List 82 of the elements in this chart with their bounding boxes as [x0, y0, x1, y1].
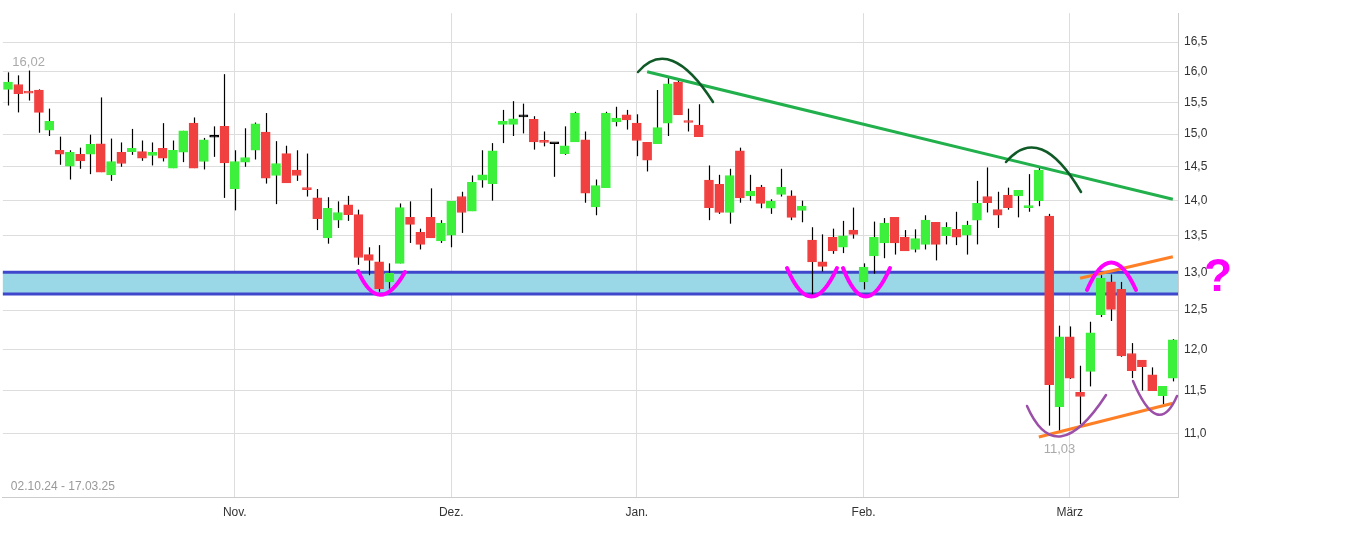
candlestick	[65, 149, 75, 181]
candlestick	[209, 125, 219, 158]
candlestick	[147, 141, 158, 167]
annotation: 11,03	[1043, 440, 1076, 456]
x-tick-label: März	[1056, 504, 1084, 519]
candlestick	[879, 217, 890, 259]
y-tick-label: 14,0	[1184, 192, 1208, 207]
candlestick	[869, 220, 879, 275]
y-tick-label: 14,5	[1184, 159, 1208, 174]
candlestick	[302, 152, 312, 198]
candlestick	[1075, 365, 1085, 425]
y-tick-label: 13,5	[1184, 228, 1208, 243]
candlestick	[652, 89, 663, 145]
candlestick	[982, 166, 993, 214]
annotation: 16,02	[12, 53, 45, 69]
candlestick	[106, 137, 116, 182]
candlestick	[755, 184, 766, 209]
candlestick	[807, 226, 817, 296]
candlestick	[776, 168, 786, 198]
candlestick	[3, 71, 13, 107]
candlestick	[126, 128, 137, 156]
candlestick	[838, 220, 848, 254]
candlestick	[920, 214, 931, 251]
candlestick	[54, 136, 65, 166]
candlestick	[34, 88, 44, 134]
x-tick-label: Jan.	[625, 504, 649, 519]
candlestick	[178, 130, 189, 163]
candlestick	[549, 141, 560, 178]
candlestick	[137, 139, 147, 162]
candlestick	[786, 189, 797, 221]
candlestick	[992, 191, 1003, 229]
candlestick	[456, 191, 467, 234]
candlestick	[1137, 359, 1147, 392]
candlestick	[436, 219, 446, 244]
y-tick-label: 12,0	[1184, 341, 1208, 356]
candlestick	[683, 108, 694, 133]
candlestick	[827, 228, 838, 255]
y-tick-label: 11,0	[1184, 425, 1207, 440]
candlestick	[528, 115, 539, 151]
candlestick	[951, 211, 962, 246]
candlestick	[405, 200, 415, 244]
x-tick-label: Dez.	[438, 504, 464, 519]
candlestick	[44, 108, 55, 137]
y-tick-label: 16,0	[1184, 64, 1208, 79]
candlestick	[848, 206, 859, 240]
candlestick	[1013, 189, 1024, 218]
candlestick	[271, 140, 281, 205]
candlestick	[693, 103, 704, 138]
candlestick	[168, 139, 178, 169]
candlestick	[910, 228, 920, 253]
candlestick	[745, 174, 756, 202]
candlestick	[631, 113, 642, 157]
candlestick	[642, 141, 652, 173]
candlestick	[199, 137, 209, 171]
candlestick	[508, 100, 518, 137]
candlestick	[796, 200, 807, 223]
annotation: 02.10.24 - 17.03.25	[10, 479, 116, 494]
candlestick	[518, 103, 529, 135]
candlestick	[930, 221, 941, 262]
candlestick	[240, 127, 250, 168]
candlestick	[333, 200, 343, 229]
candlestick	[312, 188, 323, 231]
candlestick	[1003, 187, 1013, 211]
y-tick-label: 12,5	[1184, 302, 1208, 317]
candlestick	[961, 220, 972, 256]
x-tick-label: Feb.	[851, 504, 876, 519]
y-tick-label: 11,5	[1184, 382, 1207, 397]
candlestick	[590, 178, 601, 216]
x-tick-label: Nov.	[222, 504, 247, 519]
candlestick	[343, 195, 354, 222]
candlestick	[85, 134, 96, 175]
candlestick	[972, 180, 982, 245]
y-tick-label: 15,0	[1184, 126, 1208, 141]
candlestick	[75, 147, 85, 170]
candlestick	[1023, 173, 1034, 213]
candlestick	[497, 109, 508, 144]
candlestick	[116, 141, 127, 168]
candlestick	[941, 221, 951, 245]
candlestick	[1147, 366, 1158, 392]
y-tick-label: 15,5	[1184, 94, 1208, 109]
candlestick	[559, 125, 570, 156]
y-tick-label: 16,5	[1184, 34, 1208, 49]
